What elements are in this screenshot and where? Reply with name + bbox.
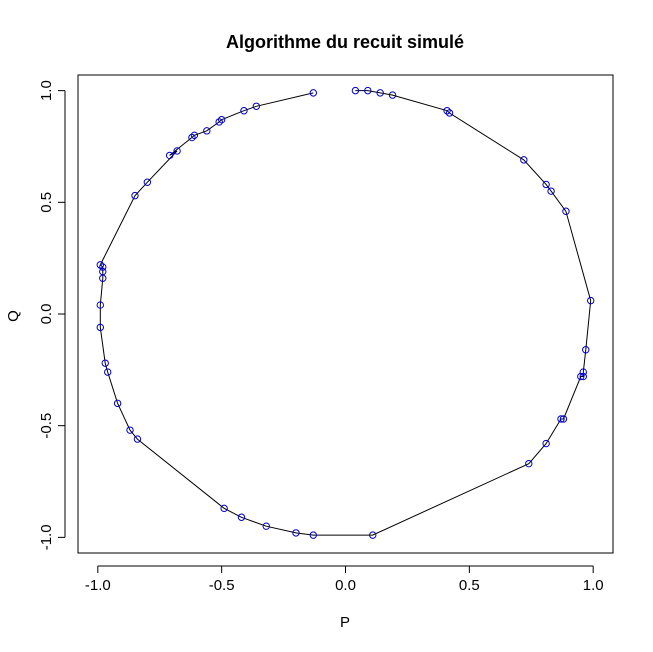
data-point — [520, 156, 528, 164]
x-tick-label: 0.0 — [335, 577, 356, 594]
data-point — [443, 107, 451, 115]
data-point — [262, 522, 270, 530]
data-point — [237, 513, 246, 521]
y-axis: -1.0 -0.5 0.0 0.5 1.0 — [38, 80, 66, 550]
data-point — [143, 178, 152, 186]
x-tick-label: -0.5 — [209, 577, 235, 594]
data-point — [376, 89, 384, 97]
data-point — [99, 267, 107, 276]
data-point — [351, 86, 360, 95]
data-point — [203, 127, 211, 135]
data-point — [101, 359, 109, 367]
data-point — [190, 131, 199, 140]
data-points — [96, 86, 595, 539]
data-point — [173, 147, 181, 155]
data-point — [559, 415, 568, 423]
data-point — [252, 102, 261, 110]
series-line-group — [99, 90, 592, 536]
y-tick-label: 0.5 — [38, 192, 55, 213]
y-tick-label: -1.0 — [38, 524, 55, 550]
data-point — [165, 151, 174, 160]
plot-frame — [77, 74, 614, 554]
data-point — [215, 118, 223, 126]
data-point — [388, 91, 397, 99]
series-line — [99, 90, 592, 536]
data-point — [547, 187, 555, 195]
data-point — [562, 207, 570, 215]
data-point — [99, 263, 107, 271]
data-point — [587, 296, 595, 305]
x-tick-label: -1.0 — [85, 577, 111, 594]
chart-title: Algorithme du recuit simulé — [226, 32, 464, 52]
data-point — [240, 107, 248, 115]
data-point — [582, 346, 590, 354]
x-axis-label: P — [340, 614, 350, 631]
data-point — [126, 426, 134, 434]
y-axis-label: Q — [5, 310, 22, 322]
y-tick-label: -0.5 — [38, 413, 55, 439]
data-point — [188, 133, 196, 142]
data-point — [369, 531, 377, 539]
data-point — [309, 89, 318, 97]
data-point — [309, 531, 318, 539]
data-point — [96, 261, 104, 269]
x-axis: -1.0 -0.5 0.0 0.5 1.0 — [85, 565, 604, 594]
data-point — [579, 372, 587, 381]
data-point — [445, 109, 454, 117]
data-point — [96, 301, 104, 309]
data-point — [525, 459, 533, 468]
data-point — [542, 439, 550, 448]
data-point — [131, 191, 139, 200]
x-tick-label: 0.5 — [459, 577, 480, 594]
data-point — [133, 435, 142, 443]
data-point — [217, 115, 226, 124]
data-point — [96, 323, 104, 332]
x-tick-label: 1.0 — [583, 577, 604, 594]
y-tick-label: 1.0 — [38, 80, 55, 101]
data-point — [104, 368, 112, 376]
data-point — [292, 529, 300, 537]
data-point — [542, 180, 550, 189]
y-tick-label: 0.0 — [38, 304, 55, 325]
data-point — [577, 372, 585, 381]
data-point — [220, 504, 228, 513]
data-point — [579, 368, 587, 376]
data-point — [113, 399, 122, 408]
data-point — [557, 415, 565, 423]
data-point — [364, 86, 372, 95]
